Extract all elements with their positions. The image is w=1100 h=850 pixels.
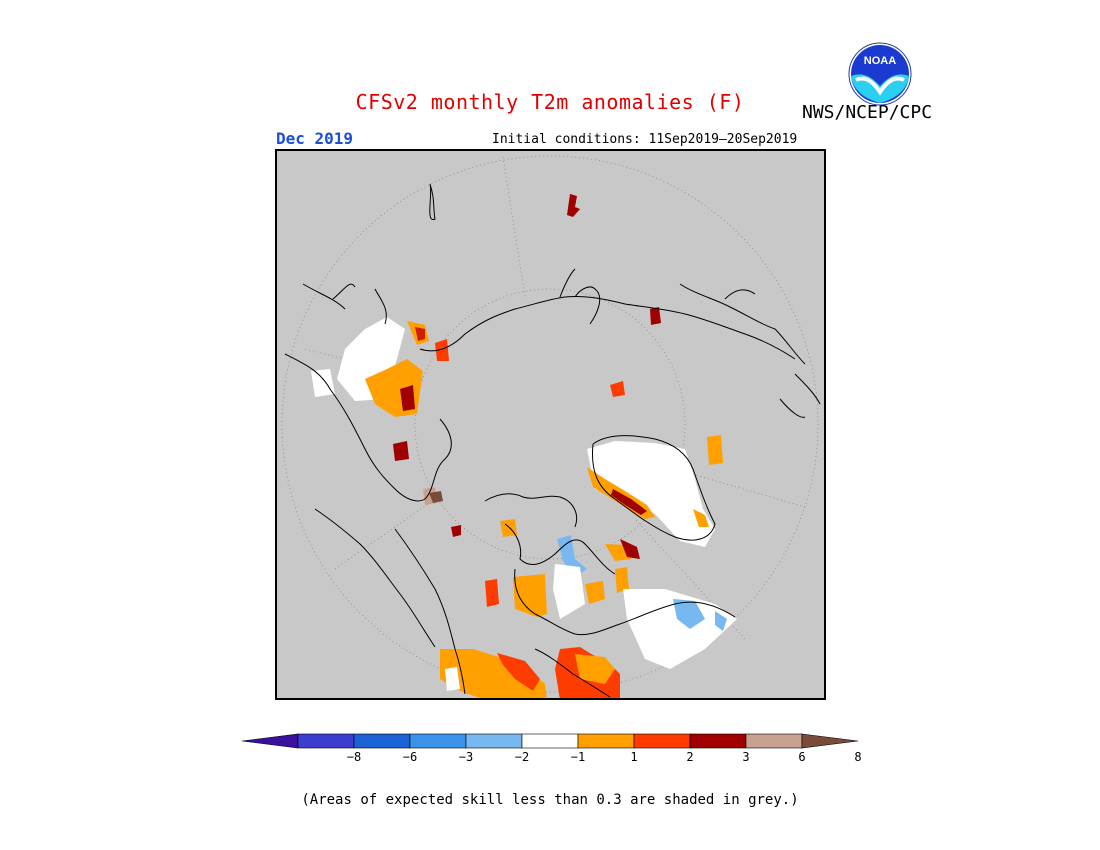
legend-ticks: −8 −6 −3 −2 −1 1 2 3 6 8 xyxy=(347,750,862,764)
anomaly-spot-arctic xyxy=(610,381,625,397)
legend-tick-label: −2 xyxy=(515,750,529,764)
legend-tick-label: 8 xyxy=(854,750,861,764)
anomaly-region-europe xyxy=(311,317,461,537)
legend-arrow-high xyxy=(801,733,859,749)
legend-tick-label: 1 xyxy=(630,750,637,764)
legend-swatch xyxy=(689,733,747,749)
color-legend: −8 −6 −3 −2 −1 1 2 3 6 8 xyxy=(241,733,862,764)
anomaly-spot-siberia xyxy=(567,194,580,217)
legend-tick-label: −6 xyxy=(403,750,417,764)
legend-swatch xyxy=(465,733,523,749)
legend-tick-label: −1 xyxy=(571,750,585,764)
anomaly-region-greenland xyxy=(587,441,715,547)
noaa-logo: NOAA xyxy=(848,42,912,106)
noaa-logo-text: NOAA xyxy=(864,55,896,67)
legend-swatch xyxy=(353,733,411,749)
anomaly-map xyxy=(275,149,826,700)
anomaly-region-north-america xyxy=(440,647,620,700)
anomaly-spot-pacific xyxy=(707,435,723,465)
legend-swatch xyxy=(745,733,803,749)
initial-conditions: Initial conditions: 11Sep2019—20Sep2019 xyxy=(492,132,798,147)
coastlines xyxy=(284,183,821,698)
legend-swatch xyxy=(297,733,355,749)
chart-title: CFSv2 monthly T2m anomalies (F) xyxy=(355,90,745,114)
legend-tick-label: −8 xyxy=(347,750,361,764)
forecast-month: Dec 2019 xyxy=(276,129,354,148)
legend-swatch xyxy=(633,733,691,749)
legend-tick-label: 3 xyxy=(742,750,749,764)
legend-arrow-low xyxy=(241,733,299,749)
legend-tick-label: 2 xyxy=(686,750,693,764)
legend-tick-label: 6 xyxy=(798,750,805,764)
map-frame xyxy=(275,149,826,700)
legend-swatch xyxy=(577,733,635,749)
legend-bar xyxy=(241,733,859,749)
agency-label: NWS/NCEP/CPC xyxy=(802,102,933,123)
map-background xyxy=(275,149,826,700)
anomaly-region-canada xyxy=(485,519,737,669)
graticule xyxy=(281,155,819,693)
legend-swatch xyxy=(521,733,579,749)
legend-tick-label: −3 xyxy=(459,750,473,764)
skill-footnote: (Areas of expected skill less than 0.3 a… xyxy=(301,792,799,808)
anomaly-spot-east-siberia xyxy=(650,307,661,325)
legend-swatch xyxy=(409,733,467,749)
